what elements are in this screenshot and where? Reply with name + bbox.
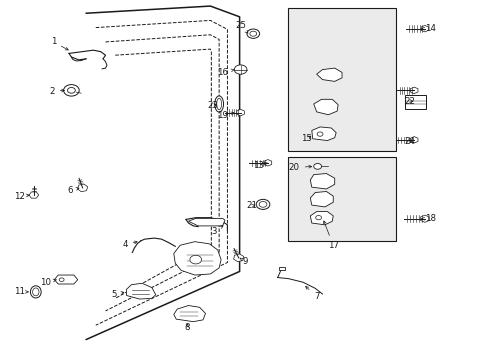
Text: 22: 22	[404, 96, 415, 105]
Text: 2: 2	[49, 86, 64, 95]
Text: 21: 21	[246, 201, 257, 210]
Polygon shape	[310, 174, 334, 189]
Text: 20: 20	[288, 163, 311, 172]
Bar	[405, 95, 425, 109]
Circle shape	[67, 87, 75, 93]
Circle shape	[313, 163, 321, 169]
Text: 13: 13	[252, 161, 266, 170]
Text: 24: 24	[404, 137, 415, 146]
Circle shape	[189, 255, 201, 264]
Polygon shape	[173, 306, 205, 321]
Polygon shape	[409, 87, 417, 94]
Text: 18: 18	[421, 214, 435, 223]
Text: 25: 25	[235, 21, 247, 33]
Circle shape	[259, 202, 266, 207]
Polygon shape	[54, 275, 78, 284]
Circle shape	[315, 216, 321, 220]
Polygon shape	[316, 68, 341, 81]
Text: 1: 1	[50, 37, 68, 50]
Polygon shape	[310, 212, 332, 225]
Bar	[278, 267, 285, 270]
Text: 15: 15	[301, 134, 312, 143]
Ellipse shape	[30, 286, 41, 298]
Circle shape	[59, 278, 64, 282]
Text: 7: 7	[305, 287, 319, 301]
Polygon shape	[77, 184, 88, 192]
Text: 14: 14	[421, 24, 435, 33]
Text: 23: 23	[207, 101, 218, 110]
Polygon shape	[264, 159, 271, 166]
Ellipse shape	[214, 96, 223, 112]
Polygon shape	[311, 127, 335, 140]
Circle shape	[63, 85, 79, 96]
Circle shape	[234, 65, 246, 74]
Bar	[288, 8, 395, 151]
Polygon shape	[313, 99, 337, 115]
Polygon shape	[173, 242, 221, 275]
Text: 8: 8	[184, 323, 189, 332]
Polygon shape	[29, 192, 39, 198]
Ellipse shape	[216, 98, 221, 110]
Circle shape	[317, 132, 323, 136]
Text: 6: 6	[67, 186, 79, 195]
Polygon shape	[236, 109, 244, 116]
Text: 10: 10	[40, 278, 57, 287]
Polygon shape	[233, 254, 243, 262]
Text: 4: 4	[122, 240, 137, 249]
Polygon shape	[409, 136, 417, 143]
Text: 11: 11	[14, 287, 28, 296]
Polygon shape	[188, 219, 224, 226]
Text: 9: 9	[240, 257, 247, 266]
Polygon shape	[310, 192, 332, 207]
Text: 5: 5	[111, 289, 123, 298]
Text: 12: 12	[14, 192, 29, 201]
Circle shape	[249, 31, 256, 36]
Polygon shape	[420, 215, 428, 222]
Text: 16: 16	[217, 68, 234, 77]
Ellipse shape	[33, 288, 39, 296]
Polygon shape	[126, 283, 156, 299]
Text: 19: 19	[217, 111, 234, 120]
Text: 17: 17	[323, 221, 338, 250]
Polygon shape	[420, 26, 428, 32]
Circle shape	[256, 199, 269, 210]
Circle shape	[246, 29, 259, 39]
Bar	[288, 157, 395, 241]
Text: 3: 3	[211, 226, 223, 237]
